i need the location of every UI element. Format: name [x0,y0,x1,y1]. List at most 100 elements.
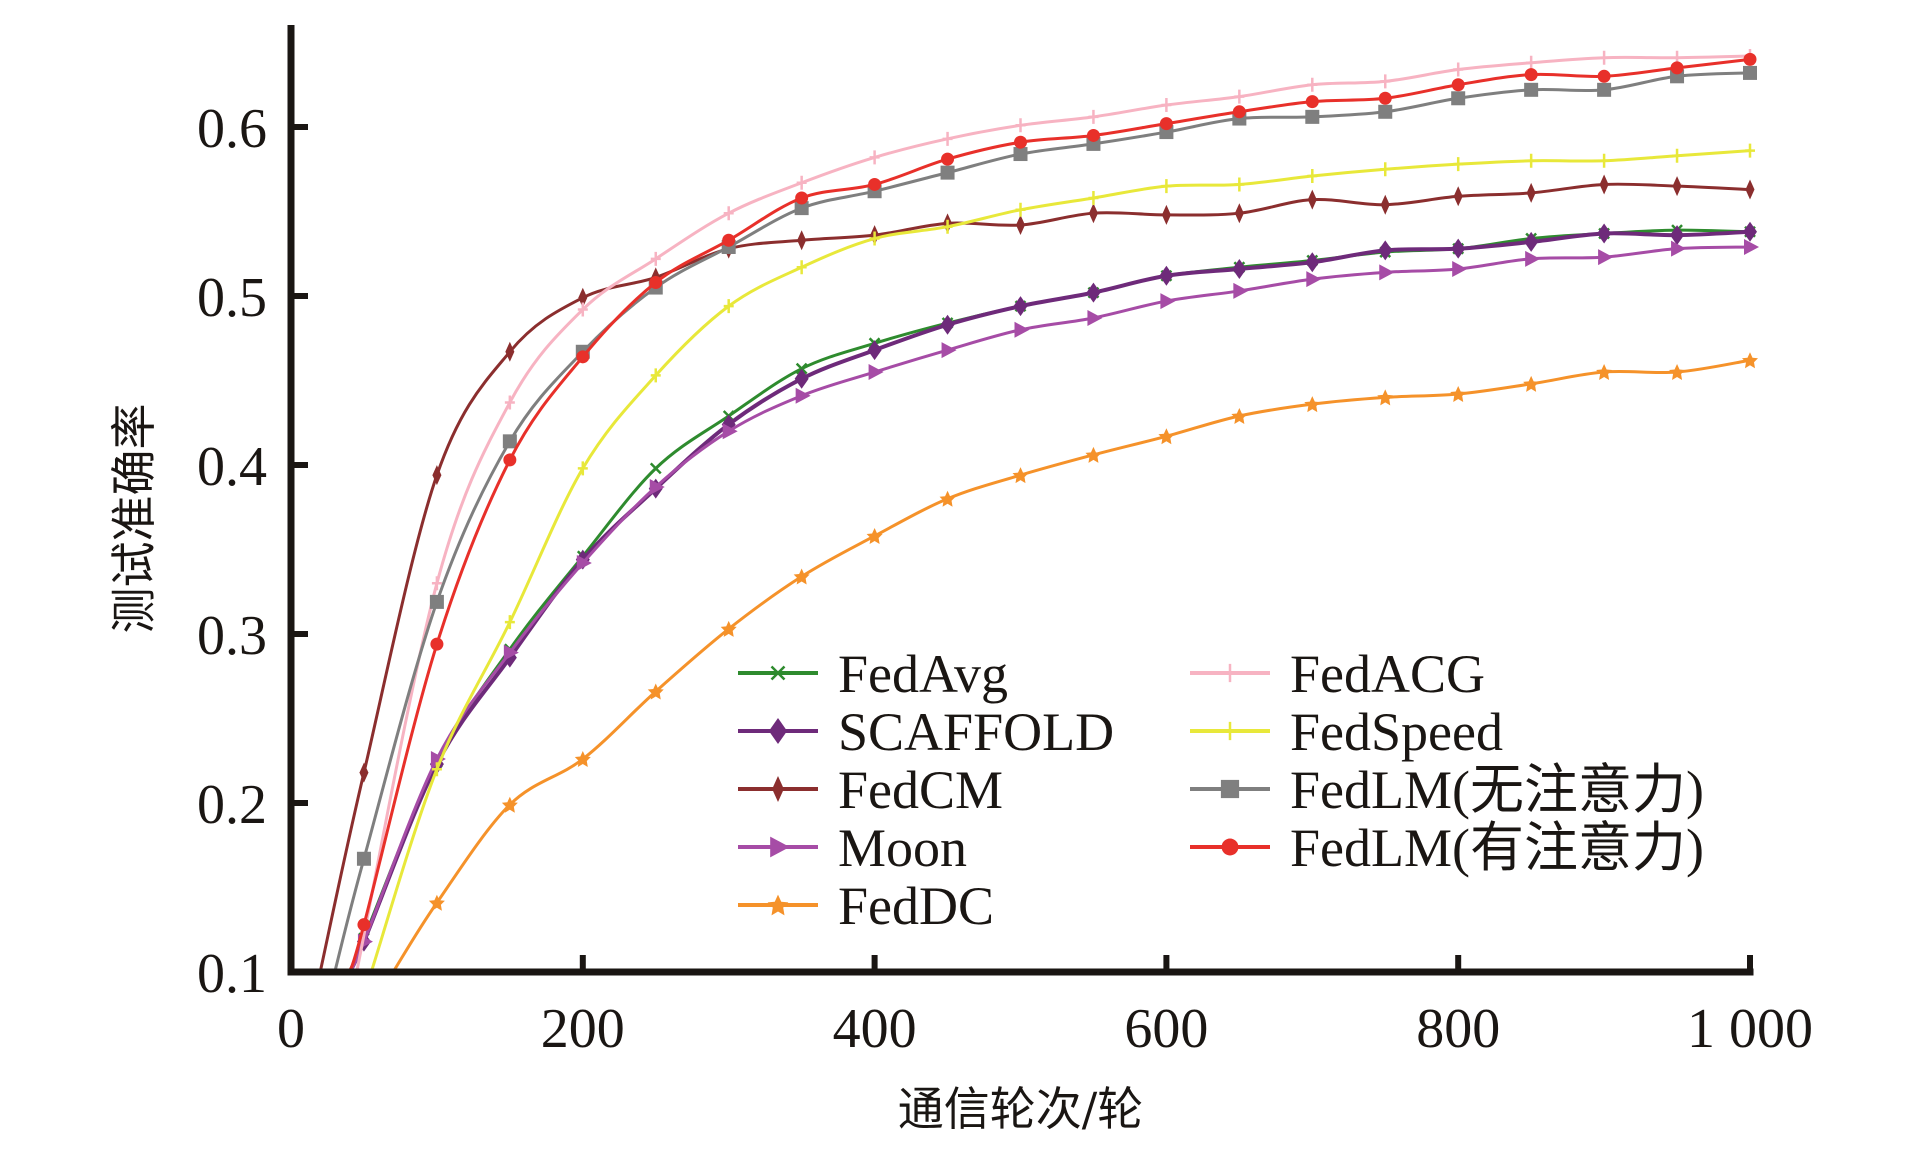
data-point [1231,407,1248,424]
legend-item: FedACG [1190,644,1485,704]
data-point [1596,364,1613,381]
data-point [1380,74,1391,89]
x-tick-label: 0 [277,998,305,1060]
data-point [1451,78,1465,92]
data-point [940,165,955,180]
legend-label: FedLM(无注意力) [1290,760,1704,820]
data-point [649,275,663,289]
legend-marker-icon [1220,779,1240,799]
data-point [1378,104,1393,119]
data-point [504,615,515,630]
data-point [430,637,444,651]
y-tick-label: 0.4 [197,436,267,498]
legend-label: FedSpeed [1290,702,1503,762]
y-tick-label: 0.5 [197,267,267,329]
data-point [1599,174,1609,195]
data-point [941,342,957,359]
legend-label: SCAFFOLD [838,702,1114,762]
series-line [348,245,1751,972]
data-point [1672,148,1683,163]
data-point [1161,179,1172,194]
data-point [1525,250,1541,267]
data-point [1304,396,1321,413]
data-point [1016,215,1025,236]
series-FedSpeed [369,143,1755,972]
data-point [795,362,808,375]
data-point [1453,157,1464,172]
data-point [1306,271,1322,288]
data-point [1671,240,1687,257]
data-point [1305,109,1320,124]
data-point [1160,293,1176,310]
data-point [942,131,953,146]
data-point [1232,105,1246,119]
data-point [1377,389,1394,406]
legend-item: FedSpeed [1190,702,1503,762]
data-point [1452,260,1468,277]
data-point [1744,238,1759,255]
data-point [1379,264,1395,281]
data-point [1597,223,1612,244]
data-point [1597,69,1611,83]
data-point [793,568,810,585]
data-point [1378,91,1392,105]
data-point [1526,182,1536,203]
data-point [1743,221,1757,242]
data-point [1450,386,1467,403]
data-point [723,206,734,221]
legend-item: FedDC [738,876,994,936]
axes [287,25,1754,976]
data-point [650,251,661,266]
x-axis-title: 通信轮次/轮 [898,1082,1144,1136]
data-point [505,341,515,362]
data-point [1086,282,1101,303]
x-tick-label: 200 [541,998,625,1060]
legend-label: Moon [838,818,967,878]
data-point [869,231,880,246]
data-point [1234,203,1244,224]
data-point [1523,375,1540,392]
data-point [1380,194,1390,215]
data-point [1307,169,1318,184]
data-point [794,368,809,389]
data-point [1524,231,1539,252]
data-point [1526,55,1537,70]
x-tick-label: 400 [833,998,917,1060]
data-point [1743,52,1757,66]
y-tick-label: 0.2 [197,774,267,836]
data-point [1453,62,1464,77]
series-FedACG [355,49,1755,972]
data-point [1088,109,1099,124]
data-point [868,177,882,191]
data-point [941,152,955,166]
data-point [1232,258,1247,279]
legend-marker-icon [770,836,790,858]
data-point [1013,296,1028,317]
data-point [723,299,734,314]
series-FedLM(有注意力) [347,52,1757,972]
data-point [1380,162,1391,177]
data-point [432,465,442,486]
data-point [649,478,665,495]
data-point [647,683,664,700]
data-point [1158,428,1175,445]
data-point [1526,153,1537,168]
data-point [796,175,807,190]
data-point [722,233,736,247]
data-point [1672,176,1682,197]
data-point [428,894,445,911]
data-point [1670,61,1684,75]
data-point [795,191,809,205]
data-point [649,462,662,475]
legend-marker-icon [768,718,788,744]
ticks: 0.1 0.2 0.3 0.4 0.5 0.6 0 200 400 600 800 1 000 [197,98,1813,1060]
data-point [1085,446,1102,463]
x-tick-label: 1 000 [1687,998,1813,1060]
data-point [650,368,661,383]
legend-item: SCAFFOLD [738,702,1114,762]
data-point [1159,265,1174,286]
legend-item: FedAvg [738,644,1008,704]
legend-label: FedLM(有注意力) [1290,818,1704,878]
data-point [1234,89,1245,104]
